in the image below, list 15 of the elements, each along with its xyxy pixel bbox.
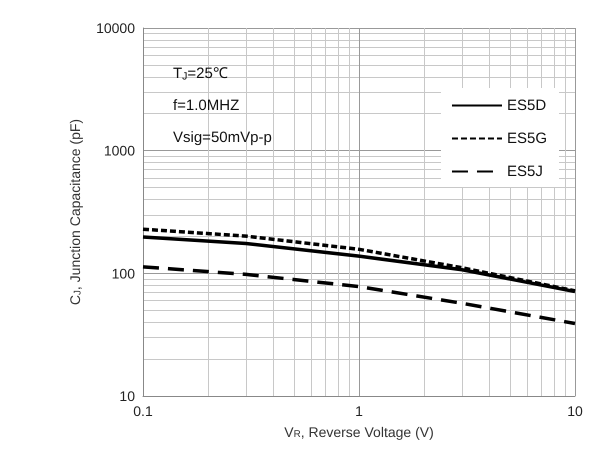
- legend-label: ES5D: [506, 97, 546, 114]
- y-tick-label: 10000: [96, 20, 136, 36]
- x-axis-title: VR, Reverse Voltage (V): [284, 424, 434, 440]
- y-tick-label: 1000: [104, 142, 136, 159]
- legend-label: ES5G: [506, 130, 548, 147]
- y-tick-label: 100: [112, 265, 136, 282]
- annotation: Vsig=50mVp-p: [173, 129, 272, 146]
- annotation: TJ=25℃: [173, 65, 228, 82]
- x-tick-label: 0.1: [133, 403, 153, 419]
- x-tick-label: 10: [567, 403, 583, 419]
- x-tick-label: 1: [355, 403, 364, 419]
- legend-label: ES5J: [506, 163, 543, 180]
- y-axis-title: CJ, Junction Capacitance (pF): [67, 118, 84, 306]
- annotation: f=1.0MHZ: [173, 97, 240, 114]
- y-tick-label: 10: [119, 388, 136, 404]
